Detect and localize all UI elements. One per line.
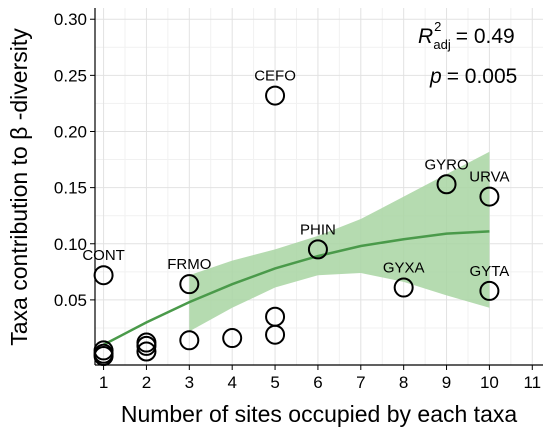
y-tick-label: 0.20 <box>54 122 87 141</box>
point-label: GYTA <box>470 263 510 280</box>
r2-symbol: R <box>418 25 433 48</box>
data-point <box>179 274 200 295</box>
p-symbol: p <box>429 65 442 88</box>
axes <box>94 8 543 366</box>
point-label: PHIN <box>300 221 336 238</box>
data-point <box>222 328 243 349</box>
point-label: FRMO <box>167 256 211 273</box>
y-tick-label: 0.25 <box>54 66 87 85</box>
r2-annotation: R2 adj = 0.49 <box>418 19 515 52</box>
ticks: 1 2 3 4 5 6 7 8 9 10 11 0.05 0.10 0.15 0.20 0.25 0.30 <box>54 10 541 392</box>
r2-subscript: adj <box>433 37 450 52</box>
data-point <box>393 277 414 298</box>
point-label: CEFO <box>254 68 296 85</box>
r2-value: = 0.49 <box>456 25 515 48</box>
x-tick-label: 6 <box>313 373 322 392</box>
y-tick-label: 0.30 <box>54 10 87 29</box>
fit-line <box>102 230 490 346</box>
data-point <box>307 239 328 260</box>
point-label: CONT <box>82 247 125 264</box>
x-tick-label: 9 <box>442 373 451 392</box>
x-tick-label: 10 <box>480 373 499 392</box>
data-point <box>479 280 500 301</box>
confidence-band <box>189 151 490 332</box>
x-tick-label: 8 <box>399 373 408 392</box>
x-tick-label: 2 <box>142 373 151 392</box>
p-annotation: p = 0.005 <box>429 65 517 88</box>
point-label: GYRO <box>424 156 468 173</box>
stats-annotation: R2 adj = 0.49 p = 0.005 <box>418 19 517 88</box>
fit-line-layer <box>102 230 490 346</box>
data-point <box>436 174 457 195</box>
y-tick-label: 0.10 <box>54 235 87 254</box>
p-value: = 0.005 <box>447 65 518 88</box>
y-tick-label: 0.15 <box>54 179 87 198</box>
x-tick-label: 7 <box>356 373 365 392</box>
x-axis-label: Number of sites occupied by each taxa <box>121 401 518 427</box>
data-point <box>265 324 286 345</box>
data-point <box>479 186 500 207</box>
point-label: URVA <box>469 169 509 186</box>
x-tick-label: 1 <box>99 373 108 392</box>
x-tick-label: 11 <box>523 373 541 392</box>
data-point <box>136 335 157 356</box>
x-tick-label: 5 <box>270 373 279 392</box>
data-point <box>179 330 200 351</box>
r2-superscript: 2 <box>434 19 441 34</box>
confidence-band-layer <box>189 151 490 332</box>
data-point <box>136 341 157 362</box>
x-tick-label: 3 <box>185 373 194 392</box>
x-tick-label: 4 <box>227 373 236 392</box>
point-label: GYXA <box>383 260 425 277</box>
y-axis-label: Taxa contribution to β -diversity <box>6 28 32 346</box>
y-tick-label: 0.05 <box>54 291 87 310</box>
data-point <box>265 85 286 106</box>
